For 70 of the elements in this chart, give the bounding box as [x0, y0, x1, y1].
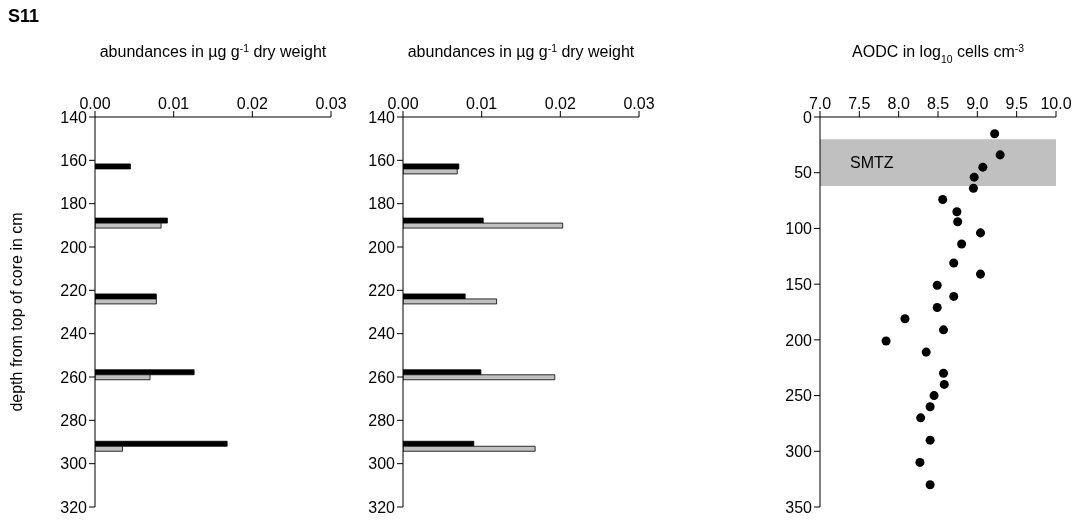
- y-tick-label: 300: [368, 455, 396, 473]
- x-tick-label: 0.01: [466, 95, 498, 112]
- point: [938, 194, 948, 204]
- x-tick-label: 10.0: [1040, 95, 1072, 112]
- y-tick-label: 320: [60, 498, 88, 516]
- x-tick-label: 0.01: [158, 95, 190, 112]
- x-axis-title: abundances in µg g$^{-1}$ dry weight: [407, 42, 635, 60]
- point: [949, 258, 959, 268]
- band-label: SMTZ: [850, 154, 894, 172]
- point: [990, 129, 1000, 139]
- y-tick-label: 200: [60, 238, 88, 256]
- x-tick-label: 0.02: [236, 95, 269, 112]
- y-tick-label: 100: [785, 220, 813, 238]
- y-tick-label: 180: [368, 195, 396, 213]
- y-tick-label: 240: [368, 325, 396, 343]
- point: [916, 413, 926, 423]
- y-tick-label: 50: [794, 164, 813, 182]
- chart-title: S11: [8, 6, 40, 26]
- x-axis-title: abundances in µg g$^{-1}$ dry weight: [99, 42, 327, 60]
- y-tick-label: 300: [785, 442, 813, 460]
- point: [968, 183, 978, 193]
- point: [978, 162, 988, 172]
- y-tick-label: 220: [368, 282, 396, 300]
- point: [938, 368, 949, 378]
- point: [975, 269, 985, 279]
- point: [932, 303, 942, 313]
- y-tick-label: 200: [785, 331, 813, 349]
- x-tick-label: 8.5: [926, 95, 950, 112]
- point: [949, 291, 959, 301]
- point: [995, 150, 1005, 160]
- point: [969, 172, 979, 182]
- point: [925, 435, 935, 445]
- x-axis-title: AODC in log$_{10}$ cells cm$^{-3}$: [852, 42, 1025, 65]
- y-axis-title: depth from top of core in cm: [8, 212, 25, 412]
- point: [925, 480, 935, 490]
- y-tick-label: 240: [60, 325, 88, 343]
- point: [953, 217, 963, 227]
- x-tick-label: 0.02: [544, 95, 577, 112]
- x-tick-label: 0.03: [315, 95, 347, 112]
- y-tick-label: 180: [60, 195, 88, 213]
- y-tick-label: 220: [60, 282, 88, 300]
- point: [900, 314, 910, 324]
- point: [925, 402, 935, 412]
- y-tick-label: 260: [60, 368, 88, 386]
- point: [938, 325, 949, 335]
- point: [915, 457, 925, 467]
- y-tick-label: 260: [368, 368, 396, 386]
- x-tick-label: 7.5: [848, 95, 871, 112]
- point: [932, 280, 942, 290]
- point: [921, 347, 931, 357]
- point: [975, 228, 985, 238]
- x-tick-label: 9.5: [1005, 95, 1028, 112]
- x-tick-label: 8.0: [887, 95, 910, 112]
- point: [881, 336, 891, 346]
- y-tick-label: 350: [785, 498, 813, 516]
- x-tick-label: 9.0: [966, 95, 989, 112]
- y-tick-label: 160: [368, 152, 396, 170]
- y-tick-label: 280: [60, 412, 88, 430]
- y-tick-label: 280: [368, 412, 396, 430]
- point: [952, 207, 962, 217]
- y-tick-label: 200: [368, 238, 396, 256]
- point: [929, 391, 939, 401]
- point: [939, 379, 949, 389]
- point: [957, 239, 967, 249]
- x-tick-label: 0.03: [623, 95, 655, 112]
- y-tick-label: 160: [60, 152, 88, 170]
- y-tick-label: 150: [785, 275, 813, 293]
- y-tick-label: 320: [368, 498, 396, 516]
- y-tick-label: 300: [60, 455, 88, 473]
- y-tick-label: 250: [785, 387, 813, 405]
